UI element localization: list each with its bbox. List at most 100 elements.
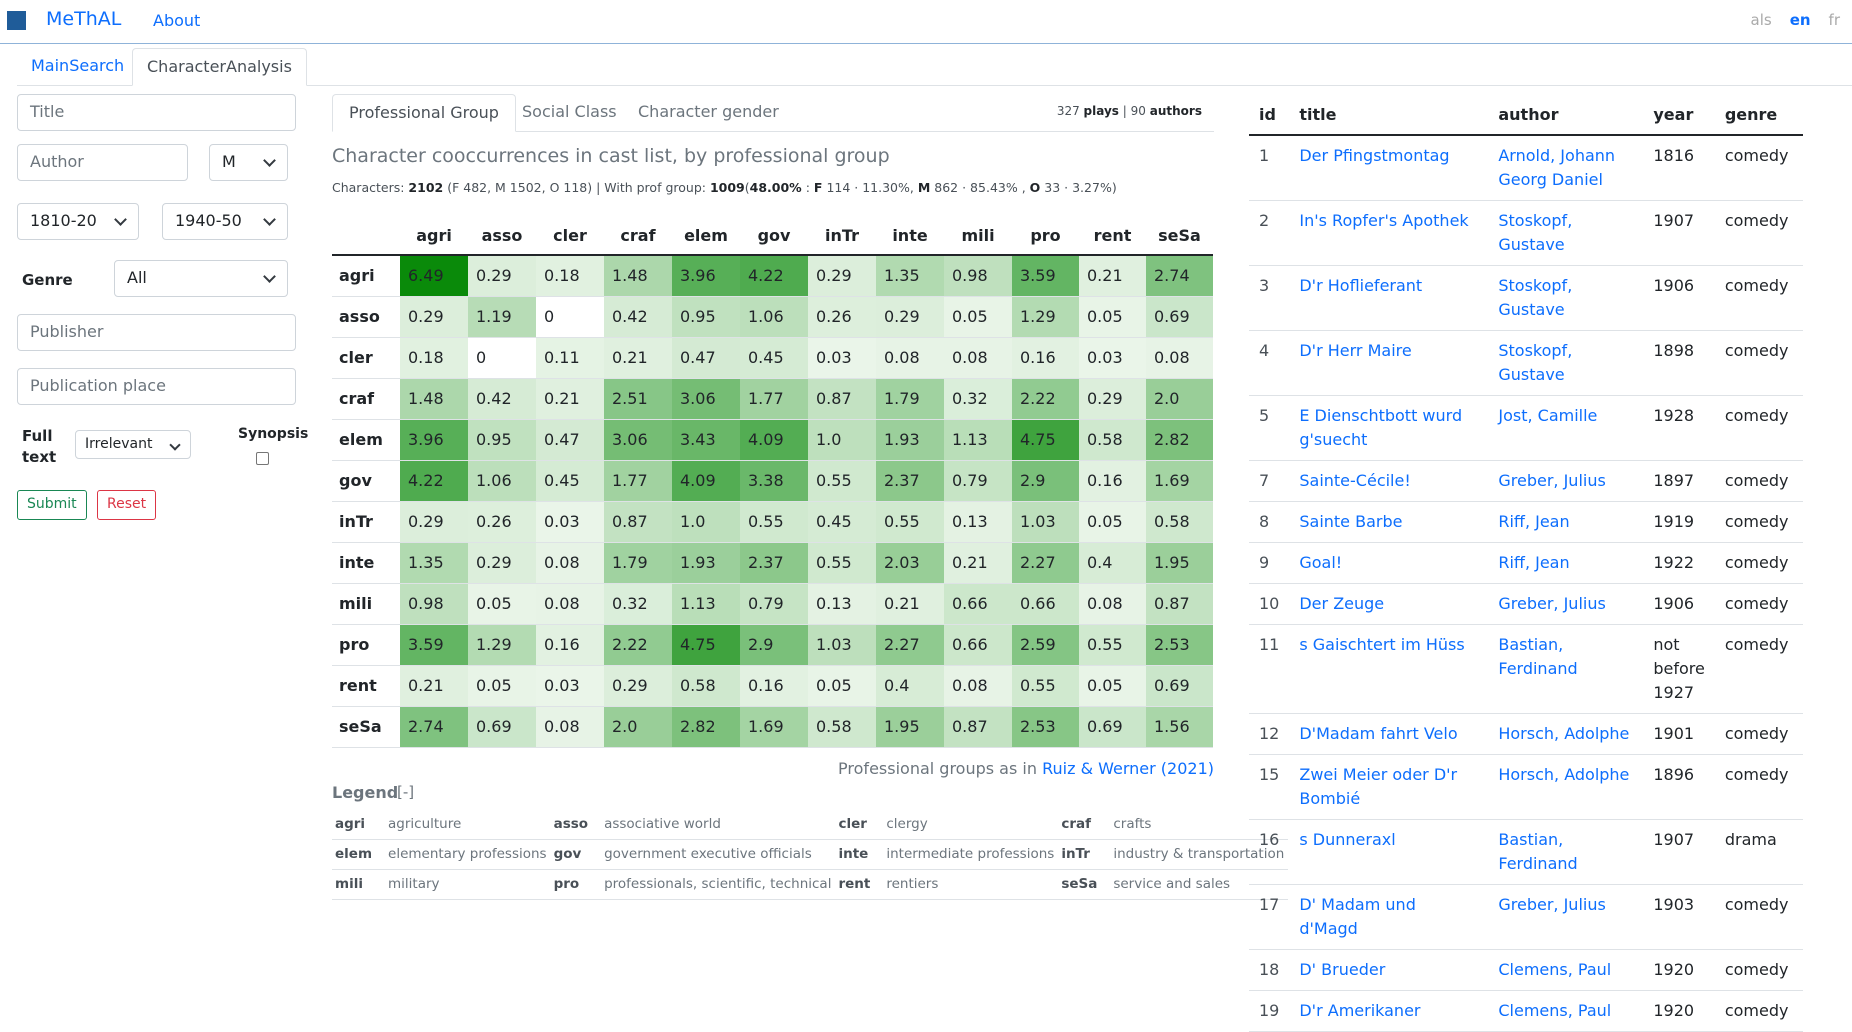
heatmap-cell: 1.48	[604, 255, 672, 297]
heatmap-cell: 0.45	[740, 337, 808, 379]
period-from-value: 1810-20	[30, 211, 97, 230]
corpus-counts: 327 plays | 90 authors	[1057, 104, 1202, 118]
top-navbar: MeThAL About als en fr	[0, 0, 1852, 44]
plays-col-header-id[interactable]: id	[1249, 94, 1290, 136]
play-author-link[interactable]: Arnold, Johann Georg Daniel	[1488, 135, 1644, 201]
play-author-link[interactable]: Horsch, Adolphe	[1488, 713, 1644, 755]
publisher-input[interactable]: Publisher	[17, 314, 296, 351]
play-title-link[interactable]: Sainte-Cécile!	[1289, 460, 1489, 502]
plays-col-header-genre[interactable]: genre	[1714, 94, 1803, 136]
play-author-link[interactable]: Riff, Jean	[1488, 501, 1644, 543]
lang-fr[interactable]: fr	[1828, 11, 1840, 29]
play-title-link[interactable]: D'Madam fahrt Velo	[1289, 713, 1489, 755]
author-input[interactable]: Author	[17, 144, 188, 181]
fulltext-select[interactable]: Irrelevant	[75, 430, 191, 459]
play-author-link[interactable]: Greber, Julius	[1488, 583, 1644, 625]
play-author-link[interactable]: Greber, Julius	[1488, 884, 1644, 950]
brand-name[interactable]: MeThAL	[46, 8, 122, 30]
chevron-down-icon	[171, 437, 179, 453]
heatmap-cell: 0.05	[468, 665, 536, 707]
play-title-link[interactable]: Goal!	[1289, 542, 1489, 584]
heatmap-cell: 0.03	[536, 501, 604, 543]
gender-select[interactable]: M	[209, 144, 288, 181]
tab-characteranalysis[interactable]: CharacterAnalysis	[132, 48, 307, 86]
play-title-link[interactable]: E Dienschtbott wurd g'suecht	[1289, 395, 1489, 461]
tab-professional-group[interactable]: Professional Group	[332, 94, 516, 132]
period-from-select[interactable]: 1810-20	[17, 203, 139, 240]
play-title-link[interactable]: D' Brueder	[1289, 949, 1489, 991]
legend-toggle[interactable]: [-]	[397, 783, 415, 801]
lang-als[interactable]: als	[1750, 11, 1772, 29]
heatmap-cell: 0.03	[808, 337, 876, 379]
play-author-link[interactable]: Horsch, Adolphe	[1488, 754, 1644, 820]
heatmap-cell: 4.22	[740, 255, 808, 297]
tab-mainsearch[interactable]: MainSearch	[31, 56, 125, 75]
play-title-link[interactable]: Der Zeuge	[1289, 583, 1489, 625]
play-author-link[interactable]: Riff, Jean	[1488, 542, 1644, 584]
heatmap-cell: 0.16	[1012, 337, 1079, 379]
tab-social-class[interactable]: Social Class	[522, 102, 617, 121]
legend-abbr: mili	[332, 869, 385, 900]
lang-en[interactable]: en	[1789, 11, 1811, 29]
play-title-link[interactable]: D'r Herr Maire	[1289, 330, 1489, 396]
synopsis-checkbox[interactable]	[256, 452, 269, 465]
heatmap-cell: 2.27	[1012, 542, 1079, 584]
genre-select[interactable]: All	[114, 260, 288, 297]
period-to-select[interactable]: 1940-50	[162, 203, 288, 240]
language-switcher: als en fr	[1733, 11, 1841, 29]
legend-abbr: craf	[1058, 809, 1110, 840]
play-author-link[interactable]: Clemens, Paul	[1488, 990, 1644, 1032]
groups-source-link[interactable]: Ruiz & Werner (2021)	[1042, 759, 1214, 778]
stats-m-value: 862 · 85.43% ,	[934, 180, 1026, 195]
submit-button[interactable]: Submit	[17, 490, 87, 520]
play-author-link[interactable]: Clemens, Paul	[1488, 949, 1644, 991]
heatmap-cell: 0.87	[604, 501, 672, 543]
reset-button[interactable]: Reset	[97, 490, 157, 520]
play-author-link[interactable]: Greber, Julius	[1488, 460, 1644, 502]
play-title-link[interactable]: D'r Hoflieferant	[1289, 265, 1489, 331]
stats-f-value: 114 · 11.30%,	[826, 180, 914, 195]
heatmap-cell: 0.08	[1146, 337, 1213, 379]
nav-about-link[interactable]: About	[153, 11, 201, 30]
play-title-link[interactable]: In's Ropfer's Apothek	[1289, 200, 1489, 266]
heatmap-cell: 2.9	[740, 624, 808, 666]
play-author-link[interactable]: Stoskopf, Gustave	[1488, 330, 1644, 396]
play-title-link[interactable]: s Dunneraxl	[1289, 819, 1489, 885]
heatmap-col-header: agri	[400, 216, 468, 256]
heatmap-row-header: craf	[332, 378, 400, 420]
heatmap-row-header: pro	[332, 624, 400, 666]
publication-place-input[interactable]: Publication place	[17, 368, 296, 405]
fulltext-select-value: Irrelevant	[85, 436, 153, 452]
play-title-link[interactable]: D'r Amerikaner	[1289, 990, 1489, 1032]
play-title-link[interactable]: Sainte Barbe	[1289, 501, 1489, 543]
tab-character-gender[interactable]: Character gender	[638, 102, 779, 121]
play-author-link[interactable]: Bastian, Ferdinand	[1488, 624, 1644, 714]
plays-col-header-title[interactable]: title	[1289, 94, 1489, 136]
heatmap-cell: 0.58	[808, 706, 876, 748]
play-id: 1	[1249, 135, 1290, 201]
heatmap-cell: 1.19	[468, 296, 536, 338]
heatmap-cell: 3.06	[604, 419, 672, 461]
brand-logo-icon[interactable]	[7, 11, 26, 30]
play-id: 12	[1249, 713, 1290, 755]
play-title-link[interactable]: s Gaischtert im Hüss	[1289, 624, 1489, 714]
play-title-link[interactable]: Der Pfingstmontag	[1289, 135, 1489, 201]
play-title-link[interactable]: D' Madam und d'Magd	[1289, 884, 1489, 950]
play-genre: comedy	[1714, 754, 1803, 820]
gender-select-value: M	[222, 152, 236, 171]
play-author-link[interactable]: Jost, Camille	[1488, 395, 1644, 461]
plays-col-header-author[interactable]: author	[1488, 94, 1644, 136]
play-year: 1906	[1643, 583, 1715, 625]
heatmap-col-header: mili	[944, 216, 1012, 256]
play-author-link[interactable]: Stoskopf, Gustave	[1488, 200, 1644, 266]
heatmap-cell: 0.08	[876, 337, 944, 379]
play-author-link[interactable]: Bastian, Ferdinand	[1488, 819, 1644, 885]
title-input[interactable]: Title	[17, 94, 296, 131]
stats-open-paren: (	[744, 180, 750, 195]
play-author-link[interactable]: Stoskopf, Gustave	[1488, 265, 1644, 331]
period-to-value: 1940-50	[175, 211, 242, 230]
plays-col-header-year[interactable]: year	[1643, 94, 1715, 136]
play-year: 1896	[1643, 754, 1715, 820]
play-title-link[interactable]: Zwei Meier oder D'r Bombié	[1289, 754, 1489, 820]
heatmap-cell: 1.13	[944, 419, 1012, 461]
